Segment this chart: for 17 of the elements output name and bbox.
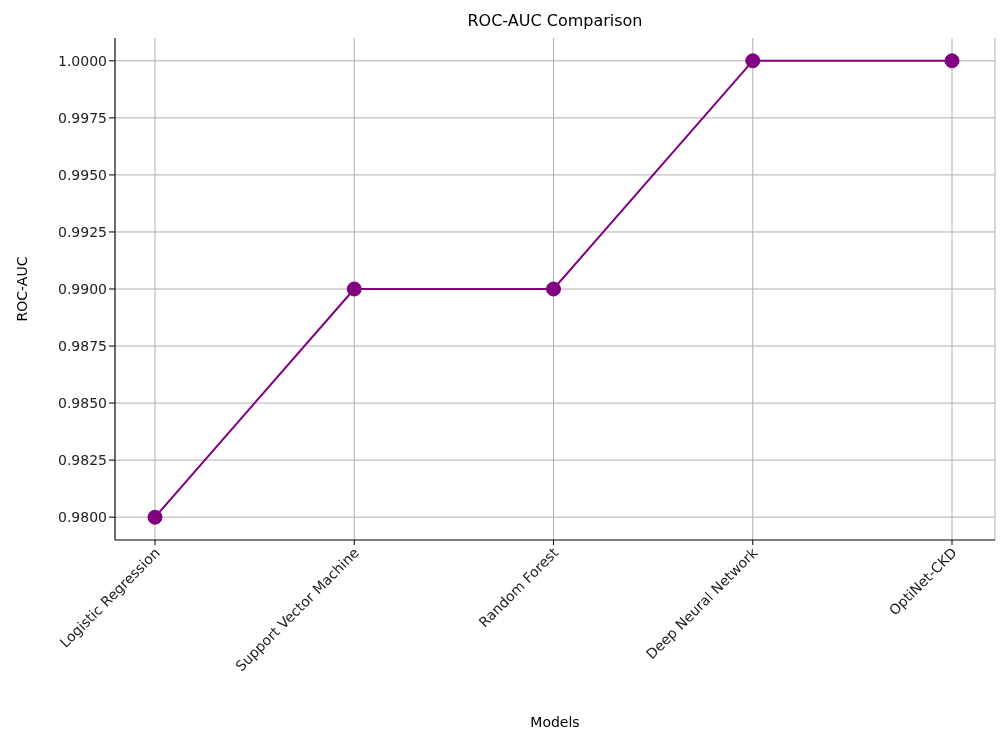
point (546, 281, 561, 297)
y-axis-title: ROC-AUC (13, 256, 30, 322)
x-axis-title: Models (530, 714, 580, 730)
point (346, 281, 362, 297)
point (147, 509, 163, 525)
y-tick-label: 0.9850 (58, 395, 107, 412)
point (745, 53, 761, 69)
chart-title: ROC-AUC Comparison (466, 11, 644, 30)
y-tick-label: 1.0000 (58, 52, 107, 69)
y-tick-label: 0.9800 (58, 509, 107, 526)
y-tick-label: 0.9950 (58, 166, 107, 183)
y-tick-label: 0.9825 (58, 452, 107, 469)
y-tick-label: 0.9975 (58, 109, 107, 126)
y-tick-label: 0.9925 (58, 223, 107, 240)
point (944, 53, 960, 69)
y-tick-label: 0.9900 (58, 280, 107, 297)
y-tick-label: 0.9875 (58, 338, 107, 355)
